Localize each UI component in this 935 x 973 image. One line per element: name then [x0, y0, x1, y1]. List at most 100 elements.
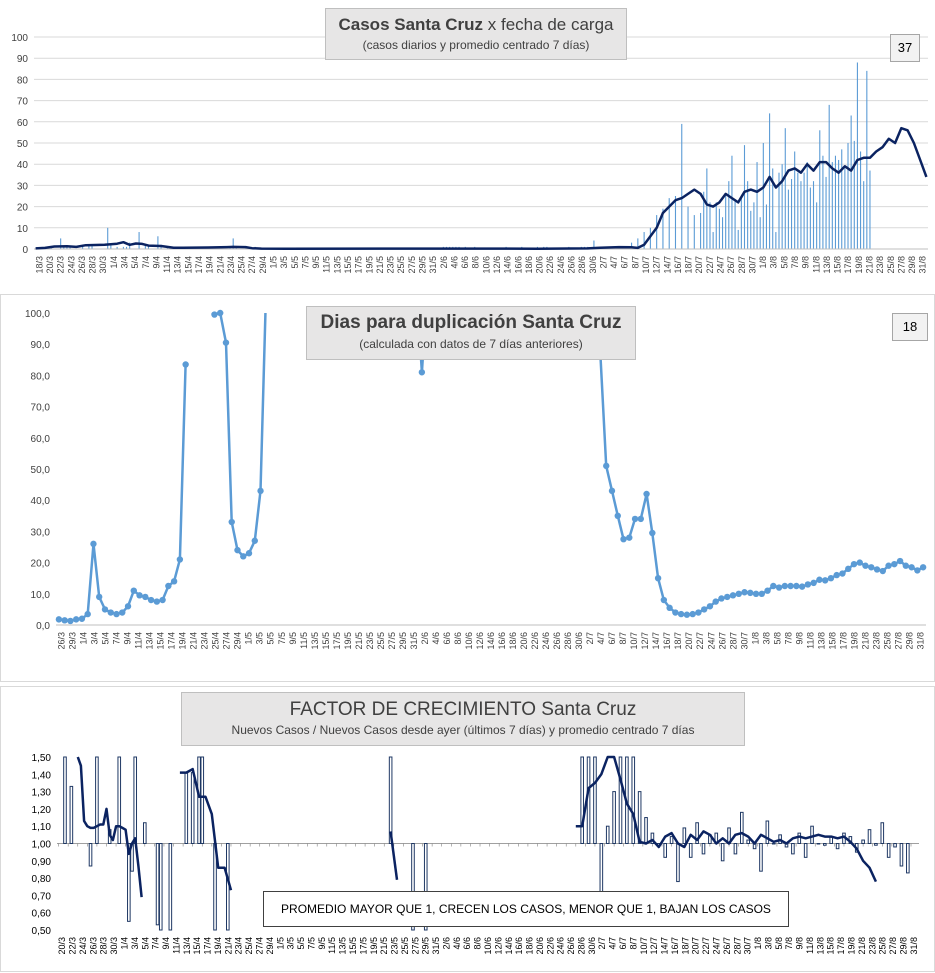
- cases-xtick-label: 20/6: [535, 256, 545, 274]
- doubling-xtick-label: 13/8: [816, 632, 826, 650]
- growth-xtick-label: 27/5: [410, 937, 420, 955]
- doubling-xtick-label: 7/5: [277, 632, 287, 645]
- doubling-point: [677, 610, 685, 618]
- doubling-xtick-label: 29/5: [398, 632, 408, 650]
- cases-ytick-label: 80: [17, 75, 29, 86]
- doubling-xtick-label: 29/8: [904, 632, 914, 650]
- doubling-point: [654, 575, 662, 582]
- doubling-ytick-label: 40,0: [31, 496, 51, 507]
- doubling-point: [637, 515, 645, 523]
- doubling-xtick-label: 22/7: [695, 632, 705, 650]
- growth-xtick-label: 3/8: [763, 937, 773, 950]
- cases-chart-panel: 0 10 20 30 40 50 60 70 80 90 100 18/3 20/3 22/3 24/3 26…: [0, 0, 935, 288]
- growth-ytick-label: 0,90: [32, 857, 52, 868]
- growth-bar: [226, 843, 230, 931]
- doubling-point: [130, 587, 137, 594]
- doubling-xtick-label: 2/6: [420, 632, 430, 645]
- doubling-point: [839, 570, 846, 577]
- cases-xtick-label: 4/7: [609, 256, 619, 269]
- cases-xtick-label: 8/7: [630, 256, 640, 269]
- growth-xtick-label: 21/4: [223, 937, 233, 955]
- doubling-point: [695, 609, 702, 616]
- doubling-xtick-label: 4/7: [596, 632, 606, 645]
- growth-bar: [644, 817, 648, 845]
- growth-bar: [411, 843, 415, 931]
- cases-ytick-label: 100: [11, 33, 28, 44]
- growth-xtick-label: 9/8: [795, 937, 805, 950]
- cases-xtick-label: 26/6: [566, 256, 576, 274]
- doubling-xtick-label: 18/7: [673, 632, 683, 650]
- doubling-point: [885, 562, 892, 569]
- growth-bar: [637, 791, 642, 844]
- growth-bar: [797, 832, 802, 844]
- growth-xtick-label: 23/5: [390, 937, 400, 955]
- cases-xtick-label: 28/6: [577, 256, 587, 274]
- growth-bar: [899, 843, 904, 867]
- growth-bar: [95, 756, 99, 844]
- cases-xtick-label: 20/7: [694, 256, 704, 274]
- doubling-xtick-label: 19/8: [849, 632, 859, 650]
- growth-bar: [663, 843, 667, 858]
- doubling-xtick-label: 24/6: [541, 632, 551, 650]
- cases-xtick-label: 22/7: [705, 256, 715, 274]
- cases-xtick-label: 26/3: [77, 256, 87, 274]
- doubling-xtick-label: 6/7: [607, 632, 617, 645]
- growth-bar: [133, 756, 138, 844]
- cases-xtick-label: 30/3: [98, 256, 108, 274]
- growth-xtick-label: 16/6: [514, 937, 524, 955]
- cases-xtick-label: 5/5: [290, 256, 300, 269]
- growth-xtick-label: 6/7: [618, 937, 628, 950]
- doubling-xtick-label: 13/4: [145, 632, 155, 650]
- doubling-xtick-label: 1/5: [244, 632, 254, 645]
- doubling-point: [752, 590, 760, 597]
- cases-xtick-label: 9/5: [311, 256, 321, 269]
- cases-xtick-label: 24/3: [66, 256, 76, 274]
- doubling-xtick-label: 24/7: [706, 632, 716, 650]
- doubling-point: [78, 615, 86, 622]
- doubling-point: [136, 592, 143, 599]
- growth-xtick-label: 2/7: [597, 937, 607, 950]
- doubling-xtick-label: 30/7: [739, 632, 749, 650]
- growth-factor-chart: 0,50 0,60 0,70 0,80 0,90 1,00 1,10 1,20 1,30 1,40…: [32, 753, 919, 955]
- growth-bar: [771, 843, 776, 845]
- doubling-xtick-label: 1/8: [750, 632, 760, 645]
- doubling-xtick-label: 28/7: [728, 632, 738, 650]
- doubling-chart-subtitle: (calculada con datos de 7 días anteriore…: [359, 337, 583, 351]
- doubling-xtick-label: 7/4: [112, 632, 122, 645]
- doubling-point: [787, 582, 794, 590]
- growth-bar: [733, 843, 738, 855]
- cases-ytick-label: 0: [22, 245, 28, 256]
- growth-xtick-label: 20/6: [535, 937, 545, 955]
- doubling-ytick-label: 10,0: [31, 590, 51, 601]
- doubling-point: [914, 567, 921, 574]
- doubling-point: [700, 606, 708, 613]
- growth-bar: [816, 843, 821, 845]
- growth-xtick-label: 21/5: [379, 937, 389, 955]
- growth-xtick-label: 27/4: [255, 937, 265, 955]
- doubling-point: [626, 534, 633, 541]
- growth-factor-chart-panel: 0,50 0,60 0,70 0,80 0,90 1,00 1,10 1,20 1,30 1,40…: [0, 686, 935, 972]
- cases-xtick-label: 3/4: [119, 256, 129, 269]
- cases-xtick-label: 27/8: [896, 256, 906, 274]
- doubling-point: [72, 616, 80, 623]
- growth-bar: [810, 825, 814, 844]
- doubling-point: [251, 537, 258, 544]
- doubling-point: [101, 606, 109, 613]
- doubling-xtick-label: 11/8: [805, 632, 815, 649]
- doubling-chart-title-box: Dias para duplicación Santa Cruz (calcul…: [306, 306, 636, 360]
- doubling-point: [608, 487, 616, 495]
- cases-xtick-label: 1/8: [758, 256, 768, 269]
- growth-xtick-label: 28/3: [99, 937, 109, 955]
- growth-xtick-label: 15/8: [826, 937, 836, 955]
- growth-bar: [867, 829, 872, 845]
- growth-factor-title: FACTOR DE CRECIMIENTO: [289, 699, 536, 720]
- cases-xtick-label: 7/4: [141, 256, 151, 269]
- growth-bar: [682, 827, 687, 844]
- cases-xtick-label: 23/8: [875, 256, 885, 274]
- doubling-point: [176, 556, 184, 563]
- doubling-point: [827, 575, 835, 582]
- doubling-ytick-label: 90,0: [31, 340, 51, 351]
- doubling-point: [672, 609, 679, 616]
- doubling-point: [159, 596, 166, 604]
- doubling-xtick-label: 16/7: [662, 632, 672, 650]
